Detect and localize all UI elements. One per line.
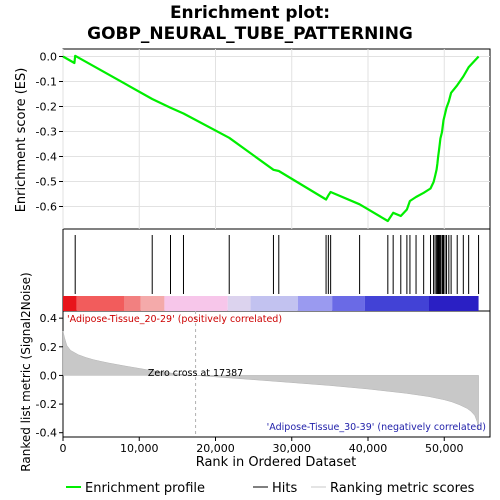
rm-y-tick-label: -0.4: [36, 427, 57, 440]
es-y-tick-label: -0.1: [36, 76, 57, 89]
legend-hits-label: Hits: [272, 481, 297, 496]
x-ticks: 0 10,000 20,000 30,000 40,000 50,000: [60, 437, 464, 455]
heatmap-segment: [63, 296, 77, 311]
chart-title-line2: GOBP_NEURAL_TUBE_PATTERNING: [87, 24, 413, 44]
ranked-metric-profile: [62, 330, 479, 430]
hit-lines: [74, 235, 480, 294]
rm-y-tick-label: 0.0: [40, 369, 58, 382]
ranked-metric-area: [62, 330, 479, 430]
rm-y-tick-label: 0.2: [40, 341, 58, 354]
x-tick-label: 10,000: [120, 442, 159, 455]
rm-y-tick-label: -0.2: [36, 398, 57, 411]
es-y-tick-label: -0.2: [36, 101, 57, 114]
heatmap-segment: [76, 296, 124, 311]
negative-correlation-label: 'Adipose-Tissue_30-39' (negatively corre…: [267, 422, 486, 433]
es-y-tick-label: 0.0: [40, 51, 58, 64]
es-y-tick-label: -0.6: [36, 201, 57, 214]
es-y-tick-label: -0.4: [36, 151, 57, 164]
legend-enrichment-label: Enrichment profile: [85, 481, 205, 496]
heatmap-segment: [364, 296, 429, 311]
es-grid: [62, 49, 490, 229]
rank-heatmap-bar: [63, 296, 479, 311]
heatmap-segment: [429, 296, 479, 311]
es-axis-title: Enrichment score (ES): [14, 68, 29, 213]
enrichment-curve: [62, 54, 480, 223]
x-tick-label: 30,000: [273, 442, 312, 455]
x-tick-label: 20,000: [196, 442, 235, 455]
heatmap-segment: [332, 296, 365, 311]
legend: Enrichment profile Hits Ranking metric s…: [66, 481, 475, 496]
x-tick-label: 0: [60, 442, 67, 455]
ranked-metric-y-ticks: 0.4 0.2 0.0 -0.2 -0.4: [36, 312, 63, 440]
legend-ranking-label: Ranking metric scores: [330, 481, 475, 496]
es-y-ticks: 0.0 -0.1 -0.2 -0.3 -0.4 -0.5 -0.6: [36, 51, 63, 214]
chart-title-line1: Enrichment plot:: [170, 3, 330, 23]
es-y-tick-label: -0.3: [36, 126, 57, 139]
heatmap-segment: [227, 296, 251, 311]
heatmap-segment: [124, 296, 141, 311]
heatmap-segment: [140, 296, 165, 311]
rm-y-tick-label: 0.4: [40, 312, 58, 325]
x-axis-title: Rank in Ordered Dataset: [196, 455, 357, 470]
heatmap-segment: [250, 296, 298, 311]
ranked-metric-axis-title: Ranked list metric (Signal2Noise): [19, 272, 33, 471]
es-y-tick-label: -0.5: [36, 176, 57, 189]
x-tick-label: 50,000: [425, 442, 464, 455]
zero-cross-label: Zero cross at 17387: [148, 368, 243, 379]
heatmap-segment: [297, 296, 333, 311]
es-panel-frame: [62, 48, 491, 230]
enrichment-profile-line: [62, 54, 480, 223]
positive-correlation-label: 'Adipose-Tissue_20-29' (positively corre…: [67, 314, 282, 325]
x-tick-label: 40,000: [349, 442, 388, 455]
heatmap-segment: [164, 296, 228, 311]
